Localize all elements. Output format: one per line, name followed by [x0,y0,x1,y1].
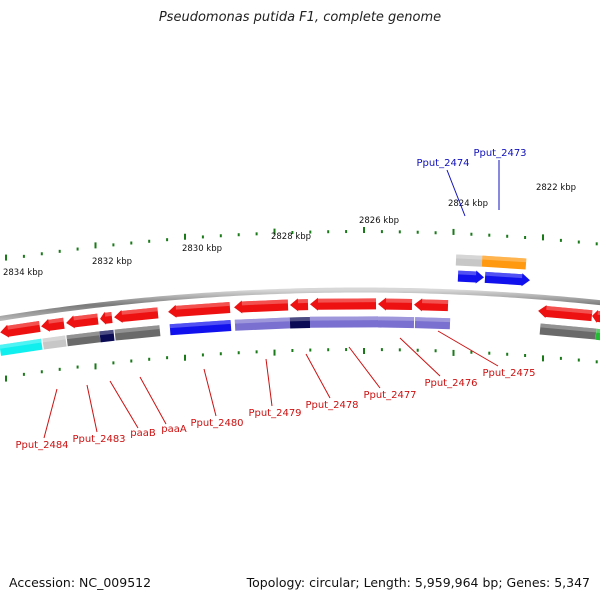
gene-feature [309,316,379,328]
gene-feature [592,309,600,323]
gene-label[interactable]: Pput_2484 [15,440,68,451]
gene-label[interactable]: Pput_2477 [363,390,416,401]
leader-line [203,368,217,417]
scale-label: 2830 kbp [182,244,222,254]
gene-feature [66,313,99,329]
genome-backbone [0,287,600,322]
gene-highlight [378,316,415,321]
gene-label[interactable]: Pput_2474 [416,158,469,169]
gene-feature [290,298,309,312]
gene-highlight [309,316,378,321]
leader-line [86,384,98,433]
leader-line [109,380,139,429]
map-title: Pseudomonas putida F1, complete genome [158,10,442,25]
gene-feature [0,338,43,356]
gene-label[interactable]: Pput_2483 [72,434,125,445]
gene-highlight [42,335,66,343]
gene-highlight [7,321,40,330]
leader-line [139,376,167,425]
leader-line [43,388,58,439]
gene-highlight [241,299,288,306]
accession-text: Accession: NC_009512 [9,575,152,590]
leader-line [437,330,499,367]
gene-feature [114,307,159,323]
gene-highlight [175,302,230,310]
gene-feature [168,302,231,318]
gene-feature [66,331,101,347]
gene-highlight [114,325,160,334]
gene-highlight [234,317,290,324]
gene-label[interactable]: Pput_2475 [482,368,535,379]
leader-line [399,337,441,377]
gene-highlight [456,254,483,260]
gene-label[interactable]: Pput_2478 [305,400,358,411]
gene-highlight [415,317,451,323]
gene-label[interactable]: Pput_2479 [248,408,301,419]
gene-highlight [289,317,310,322]
scale-label: 2826 kbp [359,216,399,226]
gene-label[interactable]: Pput_2480 [190,418,243,429]
gene-highlight [482,255,527,263]
gene-label[interactable]: Pput_2476 [424,378,477,389]
gene-highlight [485,271,523,279]
gene-feature [481,255,527,270]
gene-highlight [317,298,376,303]
gene-highlight [458,270,477,276]
gene-highlight [422,299,449,304]
gene-highlight [596,328,600,334]
gene-feature [289,317,311,329]
gene-body [592,309,600,323]
scale-label: 2824 kbp [448,199,488,209]
gene-feature [414,298,449,312]
scale-label: 2822 kbp [536,183,576,193]
gene-highlight [99,329,114,336]
gene-highlight [48,317,64,324]
gene-feature [378,297,413,311]
gene-highlight [540,323,597,333]
gene-highlight [104,312,112,317]
leader-line [348,346,381,389]
gene-highlight [121,307,158,315]
scale-label: 2832 kbp [92,257,132,267]
leader-line [305,353,331,399]
gene-highlight [546,306,593,315]
gene-feature [484,271,530,287]
gene-feature [595,328,600,341]
gene-feature [169,319,232,336]
scale-label: 2828 kbp [271,232,311,242]
gene-feature [42,335,67,350]
gene-feature [310,297,377,311]
gene-feature [539,323,597,340]
gene-highlight [66,331,100,340]
gene-feature [455,254,483,267]
genome-summary-text: Topology: circular; Length: 5,959,964 bp… [246,575,590,590]
gene-feature [414,317,451,330]
gene-feature [99,329,115,343]
gene-feature [0,321,41,338]
gene-highlight [0,338,42,349]
gene-highlight [73,313,98,321]
gene-feature [234,299,289,314]
gene-highlight [297,299,308,304]
gene-highlight [386,298,413,303]
gene-feature [377,316,415,329]
gene-label[interactable]: paaB [130,428,156,439]
leader-line [446,169,466,217]
gene-highlight [597,310,600,316]
gene-feature [234,317,291,331]
gene-label[interactable]: Pput_2473 [473,148,526,159]
gene-highlight [169,319,231,329]
gene-feature [41,317,65,332]
gene-label[interactable]: paaA [161,424,187,435]
gene-feature [100,311,113,325]
gene-feature [114,325,161,341]
scale-label: 2834 kbp [3,268,43,278]
gene-feature [457,270,484,284]
gene-feature [538,305,593,322]
leader-line [265,358,273,407]
